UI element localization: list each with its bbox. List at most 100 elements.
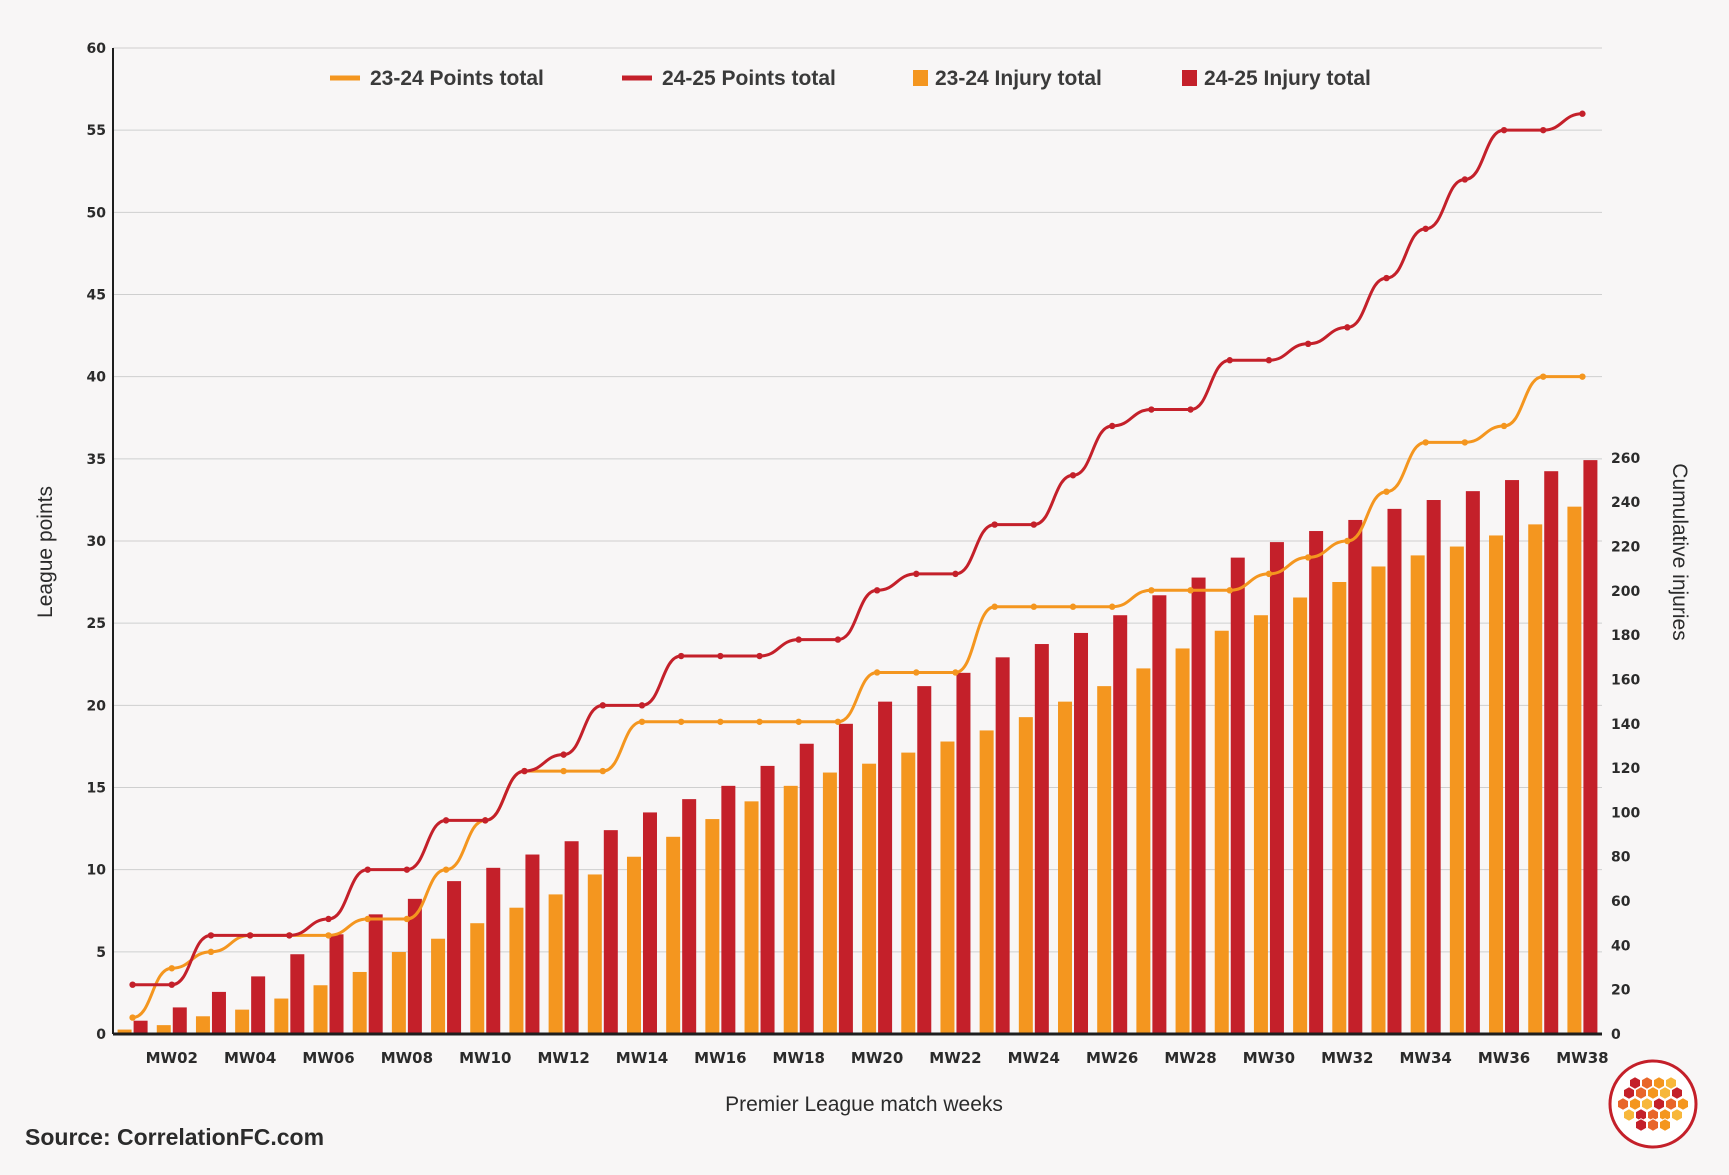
y-axis-left-ticks: 0 5 10 15 20 25 30 35 40 45 50 55 60 bbox=[87, 41, 107, 1043]
point-24-25-points-total-mw35 bbox=[1461, 176, 1469, 183]
logo-hex bbox=[1665, 1097, 1677, 1111]
bar-24-25-injury-total-mw06 bbox=[329, 934, 344, 1034]
logo-hex bbox=[1647, 1086, 1659, 1100]
x-tick-label-mw34: MW34 bbox=[1399, 1049, 1451, 1067]
bar-23-24-injury-total-mw10 bbox=[470, 923, 485, 1034]
point-23-24-points-total-mw13 bbox=[599, 767, 607, 775]
bar-23-24-injury-total-mw01 bbox=[117, 1029, 132, 1034]
point-24-25-points-total-mw08 bbox=[403, 866, 411, 873]
bar-24-25-injury-total-mw08 bbox=[407, 898, 422, 1034]
logo-hex bbox=[1671, 1108, 1683, 1122]
bar-23-24-injury-total-mw34 bbox=[1410, 555, 1425, 1034]
logo-hex bbox=[1653, 1097, 1665, 1111]
point-23-24-points-total-mw20 bbox=[873, 669, 881, 676]
source-credit: Source: CorrelationFC.com bbox=[25, 1124, 324, 1150]
point-24-25-points-total-mw22 bbox=[952, 570, 959, 578]
legend: 23-24 Points total 24-25 Points total 23-2… bbox=[330, 67, 1371, 90]
point-23-24-points-total-mw21 bbox=[913, 669, 920, 676]
bar-23-24-injury-total-mw07 bbox=[352, 971, 367, 1034]
y-tick-label-0: 0 bbox=[96, 1027, 106, 1043]
logo-hex bbox=[1635, 1086, 1647, 1100]
point-24-25-points-total-mw25 bbox=[1069, 472, 1077, 479]
bar-24-25-injury-total-mw13 bbox=[603, 830, 618, 1034]
legend-swatch-23-24-injury-total bbox=[913, 70, 928, 86]
x-tick-label-mw12: MW12 bbox=[537, 1049, 589, 1067]
bar-23-24-injury-total-mw05 bbox=[274, 998, 289, 1034]
point-23-24-points-total-mw14 bbox=[638, 718, 646, 725]
y-tick-label-5: 5 bbox=[96, 945, 106, 961]
x-axis-title: Premier League match weeks bbox=[725, 1093, 1003, 1116]
bar-24-25-injury-total-mw27 bbox=[1152, 595, 1167, 1034]
x-tick-label-mw38: MW38 bbox=[1556, 1049, 1608, 1067]
bar-23-24-injury-total-mw18 bbox=[783, 785, 798, 1034]
bar-24-25-injury-total-mw18 bbox=[799, 743, 814, 1034]
x-tick-label-mw02: MW02 bbox=[146, 1049, 198, 1067]
x-tick-label-mw14: MW14 bbox=[616, 1049, 668, 1067]
logo-hex bbox=[1647, 1118, 1659, 1132]
bar-23-24-injury-total-mw36 bbox=[1489, 535, 1504, 1034]
bar-24-25-injury-total-mw35 bbox=[1465, 491, 1480, 1034]
y-tick-label-60: 60 bbox=[87, 41, 107, 57]
y-axis-title: League points bbox=[34, 486, 57, 618]
y2-tick-label-160: 160 bbox=[1611, 672, 1640, 688]
bar-24-25-injury-total-mw16 bbox=[721, 785, 736, 1034]
point-23-24-points-total-mw07 bbox=[364, 915, 371, 923]
y-tick-label-50: 50 bbox=[87, 205, 107, 221]
point-24-25-points-total-mw26 bbox=[1108, 422, 1116, 430]
point-23-24-points-total-mw30 bbox=[1265, 570, 1273, 578]
bar-23-24-injury-total-mw37 bbox=[1528, 524, 1543, 1034]
y2-tick-label-100: 100 bbox=[1611, 805, 1640, 821]
x-tick-label-mw32: MW32 bbox=[1321, 1049, 1373, 1067]
y2-tick-label-180: 180 bbox=[1611, 628, 1640, 644]
bar-23-24-injury-total-mw22 bbox=[940, 741, 955, 1034]
y-tick-label-40: 40 bbox=[87, 370, 107, 386]
point-24-25-points-total-mw12 bbox=[560, 751, 567, 758]
point-24-25-points-total-mw37 bbox=[1540, 126, 1547, 134]
point-24-25-points-total-mw33 bbox=[1383, 274, 1390, 282]
bar-24-25-injury-total-mw17 bbox=[760, 765, 775, 1034]
bar-24-25-injury-total-mw04 bbox=[251, 976, 266, 1034]
y-tick-label-25: 25 bbox=[87, 616, 106, 632]
y2-tick-label-120: 120 bbox=[1611, 761, 1640, 777]
point-24-25-points-total-mw16 bbox=[717, 652, 724, 660]
bar-24-25-injury-total-mw10 bbox=[486, 867, 501, 1034]
point-24-25-points-total-mw24 bbox=[1030, 521, 1038, 528]
axes bbox=[112, 48, 1602, 1036]
bar-24-25-injury-total-mw23 bbox=[995, 657, 1010, 1034]
point-24-25-points-total-mw11 bbox=[521, 767, 528, 775]
x-axis-ticks: MW02 MW04 MW06 MW08 MW10 MW12 MW14 MW16 MW18 MW20… bbox=[146, 1049, 1609, 1067]
point-23-24-points-total-mw29 bbox=[1226, 587, 1233, 594]
point-24-25-points-total-mw28 bbox=[1187, 406, 1194, 413]
point-24-25-points-total-mw18 bbox=[795, 636, 802, 643]
bar-23-24-injury-total-mw28 bbox=[1175, 648, 1190, 1034]
point-23-24-points-total-mw36 bbox=[1500, 422, 1508, 430]
x-tick-label-mw18: MW18 bbox=[773, 1049, 825, 1067]
bar-23-24-injury-total-mw04 bbox=[235, 1009, 250, 1034]
bar-23-24-injury-total-mw30 bbox=[1253, 615, 1268, 1034]
point-24-25-points-total-mw20 bbox=[873, 587, 881, 594]
logo-hex bbox=[1623, 1086, 1635, 1100]
y-tick-label-45: 45 bbox=[87, 288, 106, 304]
point-23-24-points-total-mw28 bbox=[1187, 587, 1194, 594]
point-24-25-points-total-mw38 bbox=[1579, 110, 1586, 117]
logo-hex bbox=[1623, 1108, 1635, 1122]
bar-23-24-injury-total-mw21 bbox=[901, 752, 916, 1034]
y2-tick-label-80: 80 bbox=[1611, 850, 1631, 866]
logo-hex bbox=[1641, 1076, 1653, 1090]
point-23-24-points-total-mw37 bbox=[1540, 373, 1547, 380]
point-24-25-points-total-mw04 bbox=[246, 932, 254, 939]
point-24-25-points-total-mw19 bbox=[834, 636, 842, 643]
bar-23-24-injury-total-mw38 bbox=[1567, 506, 1582, 1034]
y-tick-label-15: 15 bbox=[87, 781, 106, 797]
y2-tick-label-140: 140 bbox=[1611, 717, 1640, 733]
logo-hex bbox=[1641, 1097, 1653, 1111]
point-24-25-points-total-mw13 bbox=[599, 702, 607, 709]
bar-23-24-injury-total-mw16 bbox=[705, 819, 720, 1034]
bar-23-24-injury-total-mw06 bbox=[313, 985, 328, 1034]
point-23-24-points-total-mw01 bbox=[129, 1014, 136, 1021]
point-24-25-points-total-mw05 bbox=[286, 932, 293, 939]
bar-24-25-injury-total-mw25 bbox=[1074, 632, 1089, 1034]
logo-hex bbox=[1665, 1076, 1677, 1090]
point-24-25-points-total-mw34 bbox=[1422, 225, 1429, 232]
